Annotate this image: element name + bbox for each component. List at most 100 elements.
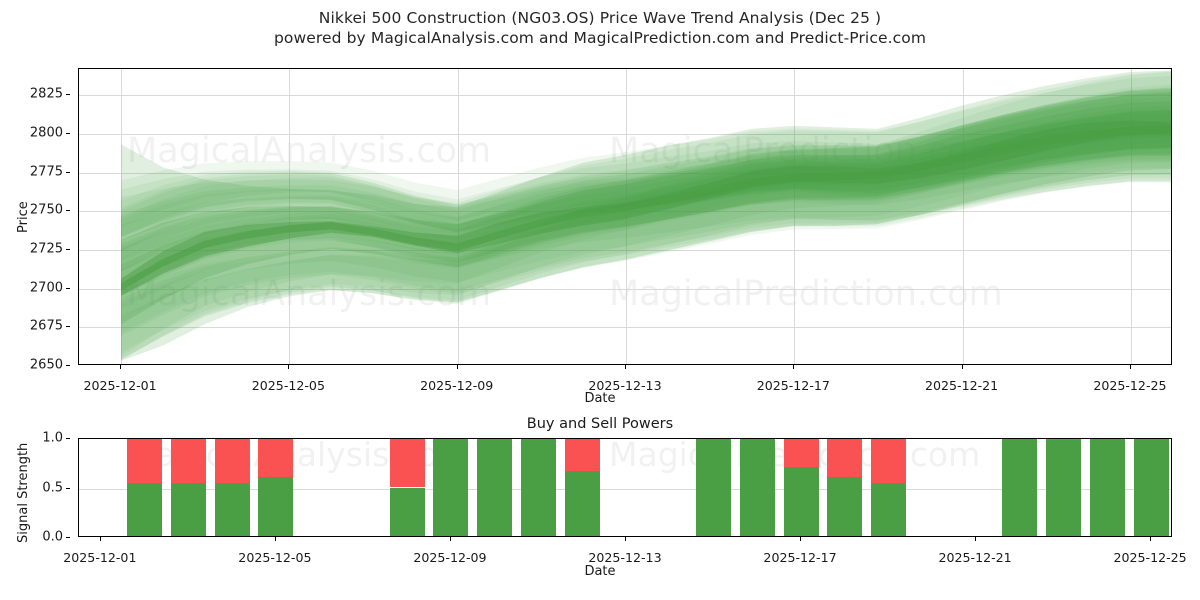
signal-bar[interactable] [696,439,732,536]
wave-band [121,109,1171,273]
wave-band [121,71,1171,252]
wave-band [121,105,1171,336]
signal-x-tickmark [800,537,802,541]
signal-y-tick-label: 0.0 [42,529,63,545]
signal-x-tick-label: 2025-12-13 [588,550,662,565]
buy-power-segment [1002,439,1038,536]
signal-x-tick-label: 2025-12-25 [1113,550,1187,565]
gridline-horizontal [79,288,1171,290]
signal-bar[interactable] [477,439,513,536]
price-y-tick-label: 2775 [29,164,63,180]
buy-power-segment [739,439,775,536]
signal-x-tick-label: 2025-12-17 [763,550,837,565]
price-y-tickmark [66,94,70,96]
page-subtitle: powered by MagicalAnalysis.com and Magic… [273,29,927,47]
signal-bar[interactable] [871,439,907,536]
signal-bar[interactable] [783,439,819,536]
page-title: Nikkei 500 Construction (NG03.OS) Price … [318,9,882,27]
wave-band [121,71,1171,357]
price-y-tickmark [66,210,70,212]
wave-band [121,101,1171,325]
chart-title-block: Nikkei 500 Construction (NG03.OS) Price … [0,8,1200,48]
signal-y-tickmark [66,438,70,439]
wave-band [121,92,1171,291]
wave-band [121,89,1171,272]
buy-power-segment [1046,439,1082,536]
buy-power-segment [433,439,469,536]
price-x-axis-ticks: 2025-12-01 2025-12-05 2025-12-09 2025-12-13… [0,365,1200,393]
price-y-tickmark [66,132,70,134]
signal-x-tick-label: 2025-12-01 [63,550,137,565]
gridline-horizontal [79,172,1171,174]
signal-bar[interactable] [564,439,600,536]
signal-bar[interactable] [214,439,250,536]
signal-bar[interactable] [258,439,294,536]
price-x-tickmark [456,365,458,369]
buy-power-segment [1089,439,1125,536]
price-x-tick-label: 2025-12-17 [756,378,830,393]
signal-x-tickmark [274,537,276,541]
signal-bar[interactable] [520,439,556,536]
signal-y-tickmark [66,537,70,538]
signal-bar[interactable] [170,439,206,536]
price-y-tickmark [66,326,70,328]
buy-power-segment [477,439,513,536]
sell-power-segment [827,439,863,477]
wave-band [121,84,1171,360]
gridline-vertical [121,69,123,364]
wave-band [121,121,1171,334]
price-y-tickmark [66,365,70,366]
price-x-tick-label: 2025-12-21 [925,378,999,393]
price-x-tick-label: 2025-12-25 [1093,378,1167,393]
wave-band [121,70,1171,361]
price-y-tickmark [66,248,70,250]
buy-power-segment [696,439,732,536]
signal-x-tick-label: 2025-12-09 [413,550,487,565]
buy-power-segment [214,482,250,536]
sell-power-segment [258,439,294,477]
wave-band [121,87,1171,295]
gridline-horizontal [79,249,1171,251]
buy-power-segment [783,466,819,536]
signal-chart-title: Buy and Sell Powers [526,416,674,432]
wave-band [121,123,1171,228]
signal-x-tickmark [625,537,626,541]
price-y-tick-label: 2825 [29,86,63,102]
wave-band [121,91,1171,253]
price-x-tick-label: 2025-12-01 [83,378,157,393]
price-y-tickmark [66,171,70,173]
wave-band [121,124,1171,237]
signal-bar[interactable] [1046,439,1082,536]
sell-power-segment [1046,439,1082,440]
price-y-axis-label: Price [16,201,31,233]
price-x-tickmark [625,365,626,369]
signal-bar[interactable] [827,439,863,536]
signal-x-axis-ticks: 2025-12-01 2025-12-05 2025-12-09 2025-12-13… [0,537,1200,565]
gridline-vertical [289,69,291,364]
buy-power-segment [564,470,600,536]
sell-power-segment [783,439,819,467]
signal-bar[interactable] [739,439,775,536]
signal-bar[interactable] [433,439,469,536]
wave-band [121,125,1171,291]
signal-bar[interactable] [127,439,163,536]
signal-x-tickmark [99,537,101,541]
price-x-tick-label: 2025-12-05 [251,378,325,393]
signal-x-tickmark [1150,537,1152,541]
price-wave-bands [121,70,1171,361]
buy-power-segment [827,476,863,536]
sell-power-segment [564,439,600,471]
wave-band [121,91,1171,361]
signal-bar[interactable] [1089,439,1125,536]
signal-bar[interactable] [389,439,425,536]
price-x-tickmark [793,365,795,369]
price-x-tick-label: 2025-12-13 [588,378,662,393]
gridline-vertical [457,69,459,364]
signal-bar[interactable] [1002,439,1038,536]
signal-bar[interactable] [1133,439,1169,536]
sell-power-segment [127,439,163,483]
gridline-vertical [1130,69,1132,364]
gridline-horizontal [79,488,1171,490]
signal-x-tick-label: 2025-12-21 [938,550,1012,565]
